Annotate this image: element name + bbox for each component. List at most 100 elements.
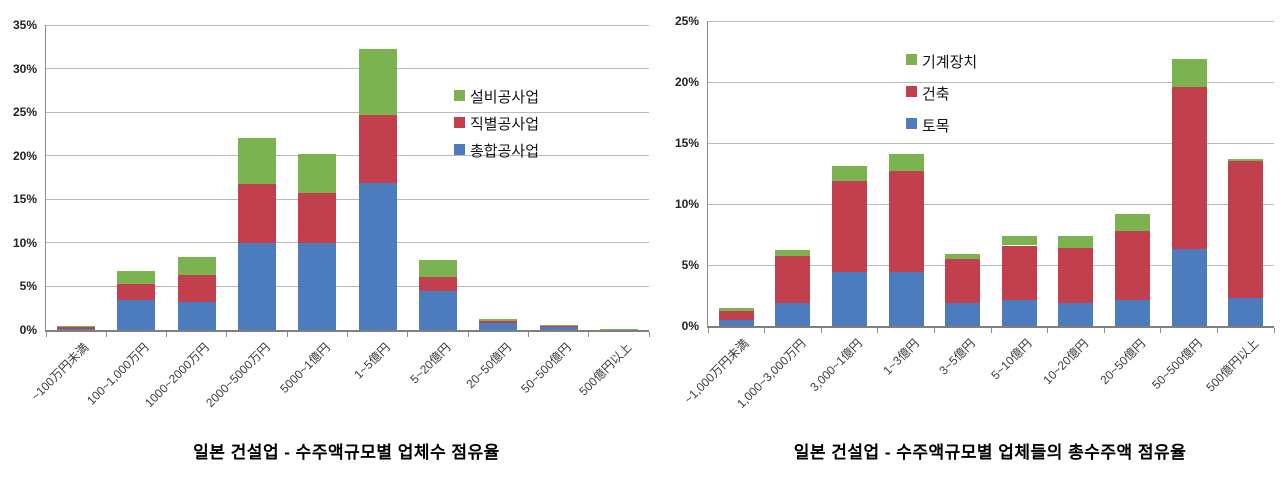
- bar-segment: [57, 327, 96, 329]
- bar-segment: [832, 272, 867, 326]
- x-axis-tick: [933, 328, 935, 333]
- x-axis-label-text: 50~500億円: [518, 340, 574, 396]
- bar-segment: [298, 193, 337, 243]
- x-axis-label-text: 5~10億円: [988, 336, 1035, 383]
- bar-segment: [418, 290, 457, 330]
- bar-segment: [117, 270, 156, 284]
- gridline: [46, 198, 649, 200]
- legend-entry: 설비공사업: [454, 83, 539, 110]
- bar-segment: [1115, 213, 1150, 231]
- x-axis-tick: [1273, 328, 1275, 333]
- x-axis-label-text: 5000~1億円: [277, 340, 333, 396]
- bar-segment: [539, 326, 578, 330]
- left-chart-title: 일본 건설업 - 수주액규모별 업체수 점유율: [193, 443, 500, 462]
- bar-segment: [945, 258, 981, 303]
- x-axis-label-text: 3,000~1億円: [807, 336, 865, 395]
- x-axis-tick: [588, 332, 590, 337]
- bar-segment: [1171, 249, 1207, 326]
- bar-segment: [57, 326, 96, 328]
- bar-segment: [358, 114, 397, 183]
- bar-segment: [1001, 300, 1037, 326]
- x-axis-tick: [820, 328, 822, 333]
- bar-segment: [718, 319, 754, 326]
- bar-segment: [418, 260, 457, 277]
- x-axis-tick: [707, 328, 709, 333]
- bar-segment: [832, 166, 867, 181]
- bar-segment: [775, 302, 811, 326]
- y-tick-label: 25%: [12, 105, 37, 120]
- x-axis-label-text: 1~3億円: [880, 336, 922, 378]
- gridline: [46, 242, 649, 244]
- x-axis-tick: [1216, 328, 1218, 333]
- legend-label: 총합공사업: [470, 143, 540, 160]
- y-tick-label: 30%: [12, 61, 37, 76]
- bar-segment: [1228, 297, 1264, 326]
- bar-segment: [1058, 235, 1094, 248]
- y-tick-label: 35%: [12, 18, 37, 32]
- gridline: [708, 20, 1274, 22]
- bar-segment: [1115, 230, 1150, 301]
- bar-segment: [775, 256, 811, 303]
- x-axis-tick: [105, 332, 107, 337]
- gridline: [46, 24, 649, 26]
- x-axis-tick: [286, 332, 288, 337]
- y-tick-label: 10%: [674, 197, 699, 211]
- gridline: [46, 155, 649, 157]
- bar-segment: [832, 180, 867, 273]
- legend-entry: 토목: [906, 109, 977, 141]
- gridline: [708, 142, 1274, 144]
- bar-segment: [888, 272, 924, 326]
- y-tick-label: 15%: [12, 192, 37, 207]
- x-axis-tick: [226, 332, 228, 337]
- bar-segment: [539, 325, 578, 327]
- legend-marker: [906, 54, 917, 65]
- bar-segment: [177, 256, 216, 276]
- legend-label: 토목: [922, 117, 950, 135]
- y-tick-label: 5%: [681, 258, 699, 272]
- right-plot-area: 0% 5% 10% 15% 20% 25% ~1,000万円未満 1,000~3,000万円 3…: [675, 14, 1275, 411]
- x-axis-label-text: 50~500億円: [1148, 336, 1205, 392]
- x-axis-label-text: 3~5億円: [936, 336, 979, 378]
- bar-segment: [539, 325, 578, 327]
- x-axis-tick: [45, 332, 47, 337]
- legend-marker: [906, 86, 917, 97]
- bar-segment: [1058, 247, 1094, 303]
- x-axis-tick: [648, 332, 650, 337]
- x-axis-label-text: 10~20億円: [1040, 336, 1092, 388]
- bar-segment: [1115, 300, 1150, 326]
- legend-label: 직별공사업: [470, 116, 540, 133]
- bar-segment: [418, 276, 457, 291]
- left-plot-area: 0% 5% 10% 15% 20% 25% 30% 35% ~100万円未満 100~1,000万…: [13, 18, 650, 410]
- x-axis-tick: [1103, 328, 1105, 333]
- y-tick-label: 10%: [12, 235, 37, 250]
- legend-label: 건축: [922, 85, 950, 103]
- bar-segment: [177, 302, 216, 330]
- y-tick-label: 0%: [681, 319, 699, 333]
- bar-segment: [238, 184, 277, 243]
- legend-label: 설비공사업: [470, 89, 540, 106]
- bar-segment: [358, 182, 397, 330]
- bar-segment: [888, 153, 924, 172]
- x-axis-label-text: 1~5億円: [351, 340, 393, 382]
- x-axis-tick: [407, 332, 409, 337]
- legend-label: 기계장치: [922, 53, 978, 71]
- bar-segment: [718, 307, 754, 311]
- x-axis-tick: [990, 328, 992, 333]
- x-axis-label-text: 500億円以上: [1202, 336, 1262, 395]
- x-axis-label-text: 5~20億円: [407, 340, 454, 387]
- y-tick-label: 20%: [12, 148, 37, 163]
- bar-segment: [479, 323, 518, 330]
- bar-segment: [298, 242, 337, 330]
- gridline: [708, 264, 1274, 266]
- x-axis-tick: [1160, 328, 1162, 333]
- bar-segment: [298, 153, 337, 194]
- bar-segment: [888, 171, 924, 273]
- bar-segment: [718, 310, 754, 320]
- legend-entry: 총합공사업: [454, 137, 539, 164]
- bar-segment: [945, 302, 981, 326]
- y-tick-label: 25%: [674, 14, 699, 28]
- bar-segment: [57, 328, 96, 330]
